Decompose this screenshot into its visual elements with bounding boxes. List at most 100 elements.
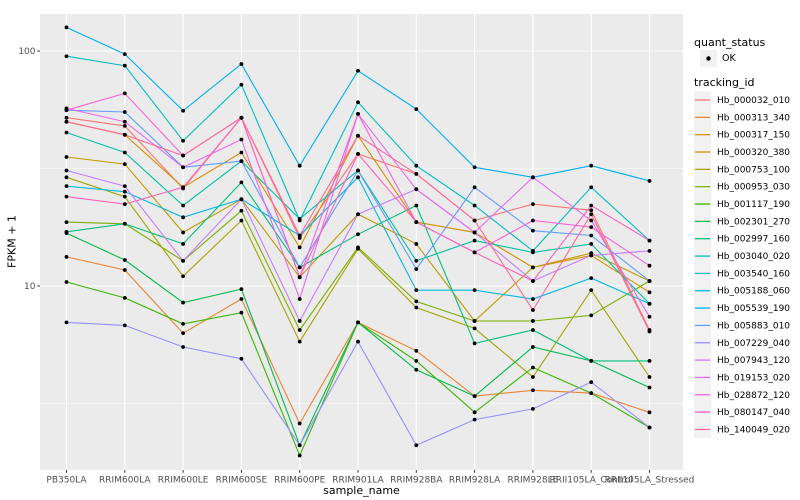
data-point: [414, 187, 419, 192]
data-point: [356, 245, 360, 250]
data-point: [122, 202, 127, 207]
data-point: [297, 233, 302, 238]
data-point: [589, 225, 594, 230]
data-point: [472, 417, 477, 422]
data-point: [531, 175, 535, 180]
data-point: [64, 25, 69, 30]
data-point: [122, 295, 127, 300]
legend-title-tracking-id: tracking_id: [694, 76, 755, 89]
data-point: [414, 359, 419, 363]
data-point: [297, 297, 302, 301]
data-point: [531, 328, 535, 332]
data-point: [589, 203, 594, 208]
data-point: [239, 137, 244, 142]
x-tick-label: RRII105LA_Control: [549, 476, 632, 486]
data-point: [356, 175, 360, 180]
data-point: [356, 168, 360, 173]
y-tick-label: 10: [24, 282, 36, 292]
data-point: [472, 185, 477, 190]
data-point: [531, 406, 535, 411]
data-point: [647, 301, 652, 306]
data-point: [589, 380, 594, 384]
x-tick-label: PB350LA: [46, 476, 87, 486]
data-point: [589, 233, 594, 238]
data-point: [64, 54, 69, 59]
legend-item-label: Hb_000320_380: [717, 148, 790, 158]
data-point: [647, 329, 652, 334]
data-point: [239, 62, 244, 66]
data-point: [297, 218, 302, 223]
y-axis-title: FPKM + 1: [5, 215, 19, 268]
x-axis-title: sample_name: [323, 484, 400, 497]
data-point: [589, 359, 594, 363]
data-point: [414, 163, 419, 168]
data-point: [64, 220, 69, 225]
data-point: [181, 203, 186, 208]
data-point: [239, 310, 244, 315]
data-point: [414, 367, 419, 372]
data-point: [239, 82, 244, 87]
data-point: [297, 328, 302, 332]
data-point: [239, 218, 244, 223]
data-point: [531, 375, 535, 379]
x-tick-label: RRIM600LE: [158, 476, 209, 486]
data-point: [414, 305, 419, 310]
data-point: [356, 212, 360, 217]
data-point: [589, 288, 594, 293]
data-point: [297, 275, 302, 280]
data-point: [239, 287, 244, 292]
data-point: [181, 331, 186, 336]
data-point: [297, 265, 302, 270]
data-point: [414, 267, 419, 272]
legend-item-label: Hb_001117_190: [717, 200, 790, 210]
data-point: [531, 345, 535, 349]
data-point: [64, 119, 69, 124]
data-point: [647, 279, 652, 283]
data-point: [239, 197, 244, 202]
data-point: [414, 203, 419, 208]
data-point: [356, 68, 360, 73]
data-point: [356, 100, 360, 105]
legend-item-label: Hb_019153_020: [717, 373, 790, 383]
data-point: [181, 165, 186, 170]
legend-item-label: Hb_000317_150: [717, 131, 790, 141]
data-point: [64, 229, 69, 234]
data-point: [297, 245, 302, 250]
data-point: [647, 238, 652, 243]
data-point: [122, 110, 127, 114]
data-point: [531, 279, 535, 283]
legend-title-quant-status: quant_status: [694, 36, 766, 49]
data-point: [64, 184, 69, 189]
data-point: [647, 410, 652, 415]
data-point: [472, 250, 477, 255]
data-point: [472, 165, 477, 170]
legend-item-label: Hb_003040_020: [717, 252, 790, 262]
legend-item-label: Hb_003540_160: [717, 269, 790, 279]
data-point: [589, 208, 594, 213]
data-point: [472, 394, 477, 399]
data-point: [122, 91, 127, 96]
data-point: [472, 319, 477, 323]
legend-item-label: Hb_005883_010: [717, 321, 790, 331]
legend-item-label: Hb_007229_040: [717, 339, 790, 349]
data-point: [181, 258, 186, 263]
x-tick-label: RRIM600LA: [99, 476, 151, 486]
legend-item-label: Hb_000753_100: [717, 165, 790, 175]
data-point: [122, 119, 127, 124]
legend-item-label: Hb_005188_060: [717, 287, 790, 297]
data-point: [414, 288, 419, 293]
data-point: [414, 220, 419, 225]
data-point: [647, 375, 652, 379]
data-point: [122, 268, 127, 272]
data-point: [414, 299, 419, 304]
data-point: [414, 258, 419, 263]
plot-panel: [40, 14, 683, 470]
data-point: [64, 320, 69, 325]
data-point: [472, 341, 477, 346]
data-point: [589, 391, 594, 396]
legend-item-label: Hb_080147_040: [717, 408, 790, 418]
data-point: [64, 155, 69, 159]
data-point: [589, 242, 594, 246]
data-point: [589, 276, 594, 281]
data-point: [181, 185, 186, 190]
